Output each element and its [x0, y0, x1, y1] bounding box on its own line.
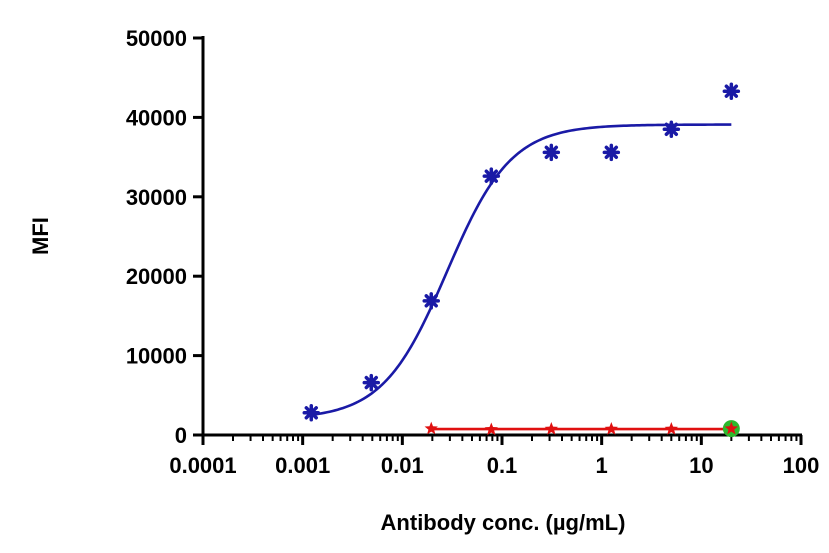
- data-point-star: [664, 422, 678, 435]
- data-point-asterisk: [362, 373, 381, 392]
- data-point-asterisk: [662, 120, 681, 139]
- data-point-star: [544, 422, 558, 435]
- series-layer: [302, 82, 741, 438]
- data-point-asterisk: [302, 404, 321, 422]
- x-tick-label: 0.01: [381, 453, 424, 478]
- data-point-asterisk: [482, 167, 501, 185]
- x-tick-label: 10: [689, 453, 713, 478]
- data-point-star: [724, 421, 738, 435]
- axes: [201, 36, 802, 437]
- data-point-asterisk: [422, 292, 440, 310]
- y-tick-label: 0: [175, 423, 187, 448]
- data-point-asterisk: [542, 143, 561, 162]
- y-tick-label: 50000: [126, 26, 187, 51]
- y-tick-label: 20000: [126, 264, 187, 289]
- x-tick-label: 0.0001: [169, 453, 236, 478]
- y-axis-title: MFI: [28, 217, 53, 255]
- data-point-asterisk: [602, 143, 621, 162]
- x-tick-label: 100: [783, 453, 820, 478]
- x-axis-ticks: 0.0001 0.001 0.01 0.1 1 10 100: [169, 435, 819, 478]
- series-1-fit-curve: [311, 123, 732, 417]
- data-point-star: [484, 422, 498, 436]
- x-tick-label: 1: [596, 453, 608, 478]
- data-point-star: [424, 421, 438, 435]
- y-tick-label: 30000: [126, 185, 187, 210]
- y-tick-label: 10000: [126, 344, 187, 369]
- x-axis-title: Antibody conc. (µg/mL): [381, 510, 626, 535]
- y-tick-label: 40000: [126, 105, 187, 130]
- x-tick-label: 0.1: [487, 453, 518, 478]
- data-point-star: [604, 422, 618, 435]
- x-tick-label: 0.001: [275, 453, 330, 478]
- y-axis-ticks: 0 10000 20000 30000 40000 50000: [126, 26, 203, 448]
- data-point-asterisk: [722, 82, 741, 100]
